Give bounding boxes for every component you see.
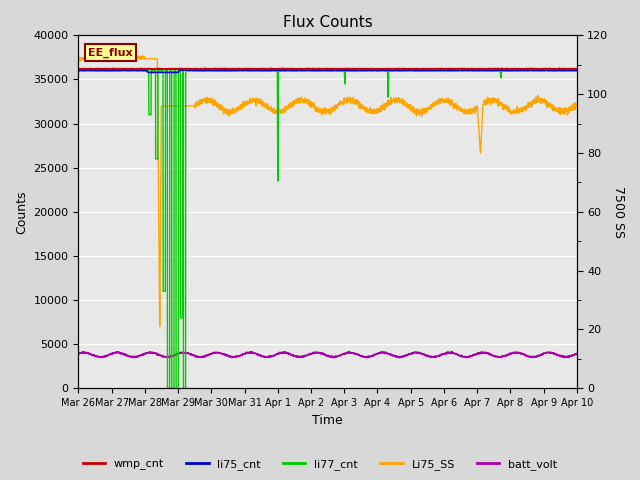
Y-axis label: Counts: Counts <box>15 190 28 234</box>
X-axis label: Time: Time <box>312 414 343 427</box>
Legend: wmp_cnt, li75_cnt, li77_cnt, Li75_SS, batt_volt: wmp_cnt, li75_cnt, li77_cnt, Li75_SS, ba… <box>78 455 562 474</box>
Title: Flux Counts: Flux Counts <box>283 15 372 30</box>
Y-axis label: 7500 SS: 7500 SS <box>612 186 625 238</box>
Text: EE_flux: EE_flux <box>88 48 133 58</box>
